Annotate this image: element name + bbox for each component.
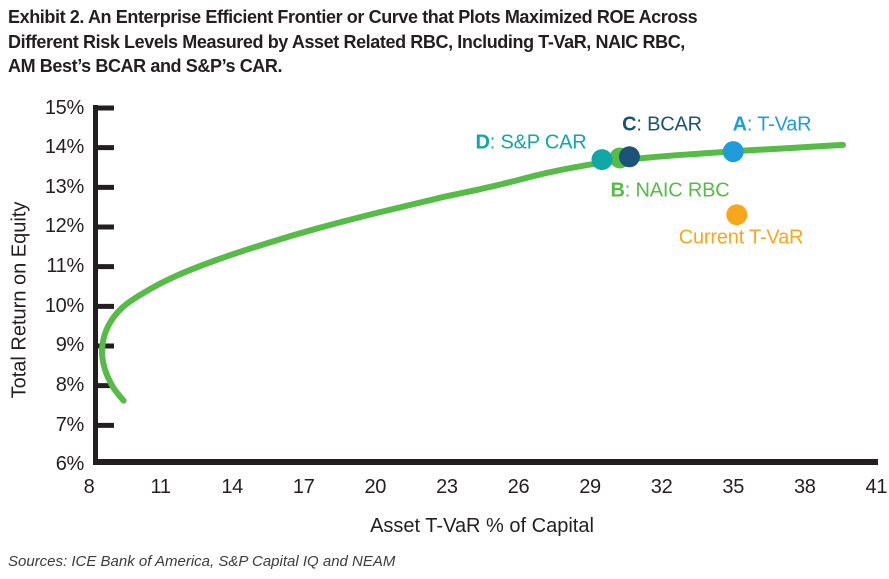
frontier-curve	[98, 141, 846, 404]
exhibit-title-line-2: Different Risk Levels Measured by Asset …	[8, 31, 685, 52]
point-dot-D	[591, 149, 613, 171]
x-axis-title: Asset T-VaR % of Capital	[370, 515, 594, 537]
point-dot-current	[726, 204, 748, 226]
point-dot-A	[722, 141, 744, 163]
sources-note: Sources: ICE Bank of America, S&P Capita…	[8, 553, 396, 570]
exhibit-title-line-3: AM Best’s BCAR and S&P’s CAR.	[8, 56, 283, 76]
exhibit-title-line-1: Exhibit 2. An Enterprise Efficient Front…	[8, 7, 698, 27]
exhibit-title: Exhibit 2. An Enterprise Efficient Front…	[8, 5, 868, 79]
point-dot-C	[618, 146, 640, 168]
